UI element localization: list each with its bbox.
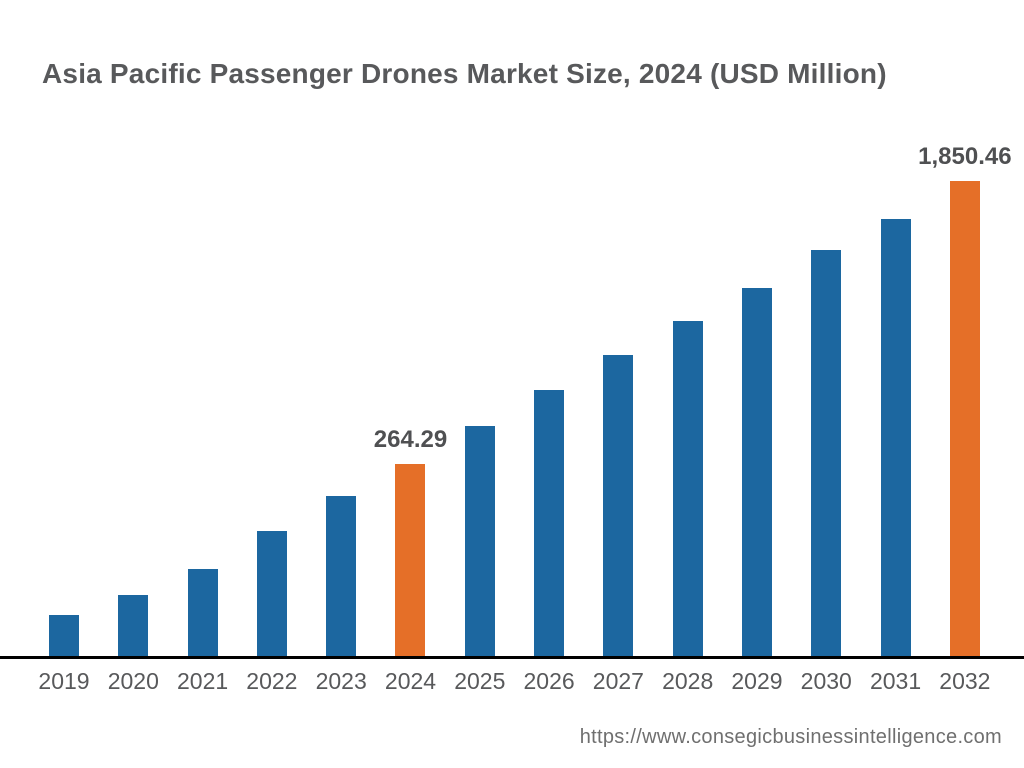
bar-2021 bbox=[187, 569, 218, 657]
bar-2030 bbox=[811, 250, 842, 657]
x-axis-labels: 2019 2020 2021 2022 2023 2024 2025 2026 2027 2028… bbox=[38, 668, 990, 696]
bar-column-2022 bbox=[256, 531, 287, 657]
bar-column-2032: 1,850.46 bbox=[918, 143, 1012, 657]
bar-2025 bbox=[464, 426, 495, 657]
bar-column-2026 bbox=[534, 390, 565, 657]
x-tick-label: 2032 bbox=[939, 668, 991, 694]
x-tick-label: 2020 bbox=[107, 668, 159, 694]
bar-2022 bbox=[256, 531, 287, 657]
bar-column-2021 bbox=[187, 569, 218, 657]
bar-2020 bbox=[118, 595, 149, 657]
x-tick-label: 2025 bbox=[454, 668, 506, 694]
bar-column-2020 bbox=[118, 595, 149, 657]
chart-title: Asia Pacific Passenger Drones Market Siz… bbox=[42, 58, 887, 89]
x-tick-label: 2031 bbox=[869, 668, 922, 694]
x-tick-label: 2023 bbox=[315, 668, 367, 694]
x-tick-2019: 2019 bbox=[38, 668, 89, 696]
x-tick-2020: 2020 bbox=[108, 668, 159, 696]
x-tick-2024: 2024 bbox=[385, 668, 436, 696]
bar-2032 bbox=[949, 181, 980, 657]
x-tick-2026: 2026 bbox=[523, 668, 574, 696]
source-url-text: https://www.consegicbusinessintelligence… bbox=[579, 726, 1002, 748]
x-tick-2031: 2031 bbox=[870, 668, 921, 696]
x-tick-label: 2019 bbox=[38, 668, 90, 694]
bar-column-2031 bbox=[880, 219, 911, 657]
x-tick-label: 2027 bbox=[592, 668, 644, 694]
x-tick-label: 2026 bbox=[523, 668, 575, 694]
x-tick-2030: 2030 bbox=[801, 668, 852, 696]
data-label-2024: 264.29 bbox=[373, 426, 448, 453]
bar-column-2030 bbox=[811, 250, 842, 657]
x-tick-2022: 2022 bbox=[246, 668, 297, 696]
x-tick-label: 2024 bbox=[384, 668, 437, 694]
x-tick-label: 2022 bbox=[246, 668, 298, 694]
x-tick-2025: 2025 bbox=[454, 668, 505, 696]
x-axis-line bbox=[0, 656, 1024, 659]
x-tick-label: 2028 bbox=[662, 668, 714, 694]
x-tick-2032: 2032 bbox=[939, 668, 990, 696]
bar-2024 bbox=[395, 464, 426, 657]
bar-2031 bbox=[880, 219, 911, 657]
bar-2029 bbox=[741, 288, 772, 657]
x-tick-2028: 2028 bbox=[662, 668, 713, 696]
x-tick-label: 2021 bbox=[177, 668, 229, 694]
bar-series: 264.29 1,850.46 bbox=[49, 143, 1012, 657]
bar-column-2019 bbox=[49, 615, 79, 657]
x-tick-2029: 2029 bbox=[731, 668, 782, 696]
bar-column-2029 bbox=[741, 288, 772, 657]
x-tick-label: 2029 bbox=[731, 668, 783, 694]
bar-2023 bbox=[326, 496, 357, 657]
bar-column-2025 bbox=[464, 426, 495, 657]
bar-2026 bbox=[534, 390, 565, 657]
bar-2028 bbox=[672, 321, 703, 657]
x-tick-2023: 2023 bbox=[316, 668, 367, 696]
x-tick-2027: 2027 bbox=[593, 668, 644, 696]
x-tick-label: 2030 bbox=[800, 668, 852, 694]
bar-column-2027 bbox=[603, 355, 634, 657]
bar-2027 bbox=[603, 355, 634, 657]
data-label-2032: 1,850.46 bbox=[918, 143, 1012, 170]
bar-column-2028 bbox=[672, 321, 703, 657]
bar-column-2024: 264.29 bbox=[374, 426, 447, 657]
bar-2019 bbox=[49, 615, 79, 657]
bar-column-2023 bbox=[326, 496, 357, 657]
x-tick-2021: 2021 bbox=[177, 668, 228, 696]
